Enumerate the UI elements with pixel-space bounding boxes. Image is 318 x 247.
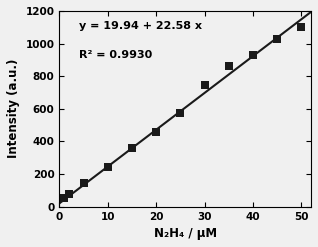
Point bbox=[62, 196, 67, 200]
Text: y = 19.94 + 22.58 x: y = 19.94 + 22.58 x bbox=[80, 21, 203, 31]
Text: R² = 0.9930: R² = 0.9930 bbox=[80, 50, 153, 60]
Point bbox=[66, 192, 72, 196]
Point bbox=[178, 111, 183, 115]
Point bbox=[251, 53, 256, 57]
X-axis label: N₂H₄ / μM: N₂H₄ / μM bbox=[154, 227, 217, 240]
Point bbox=[275, 38, 280, 41]
Point bbox=[129, 146, 135, 150]
Point bbox=[81, 181, 86, 185]
Point bbox=[154, 130, 159, 134]
Point bbox=[299, 25, 304, 29]
Point bbox=[105, 165, 110, 169]
Y-axis label: Intensity (a.u.): Intensity (a.u.) bbox=[7, 59, 20, 159]
Point bbox=[226, 63, 231, 67]
Point bbox=[202, 83, 207, 87]
